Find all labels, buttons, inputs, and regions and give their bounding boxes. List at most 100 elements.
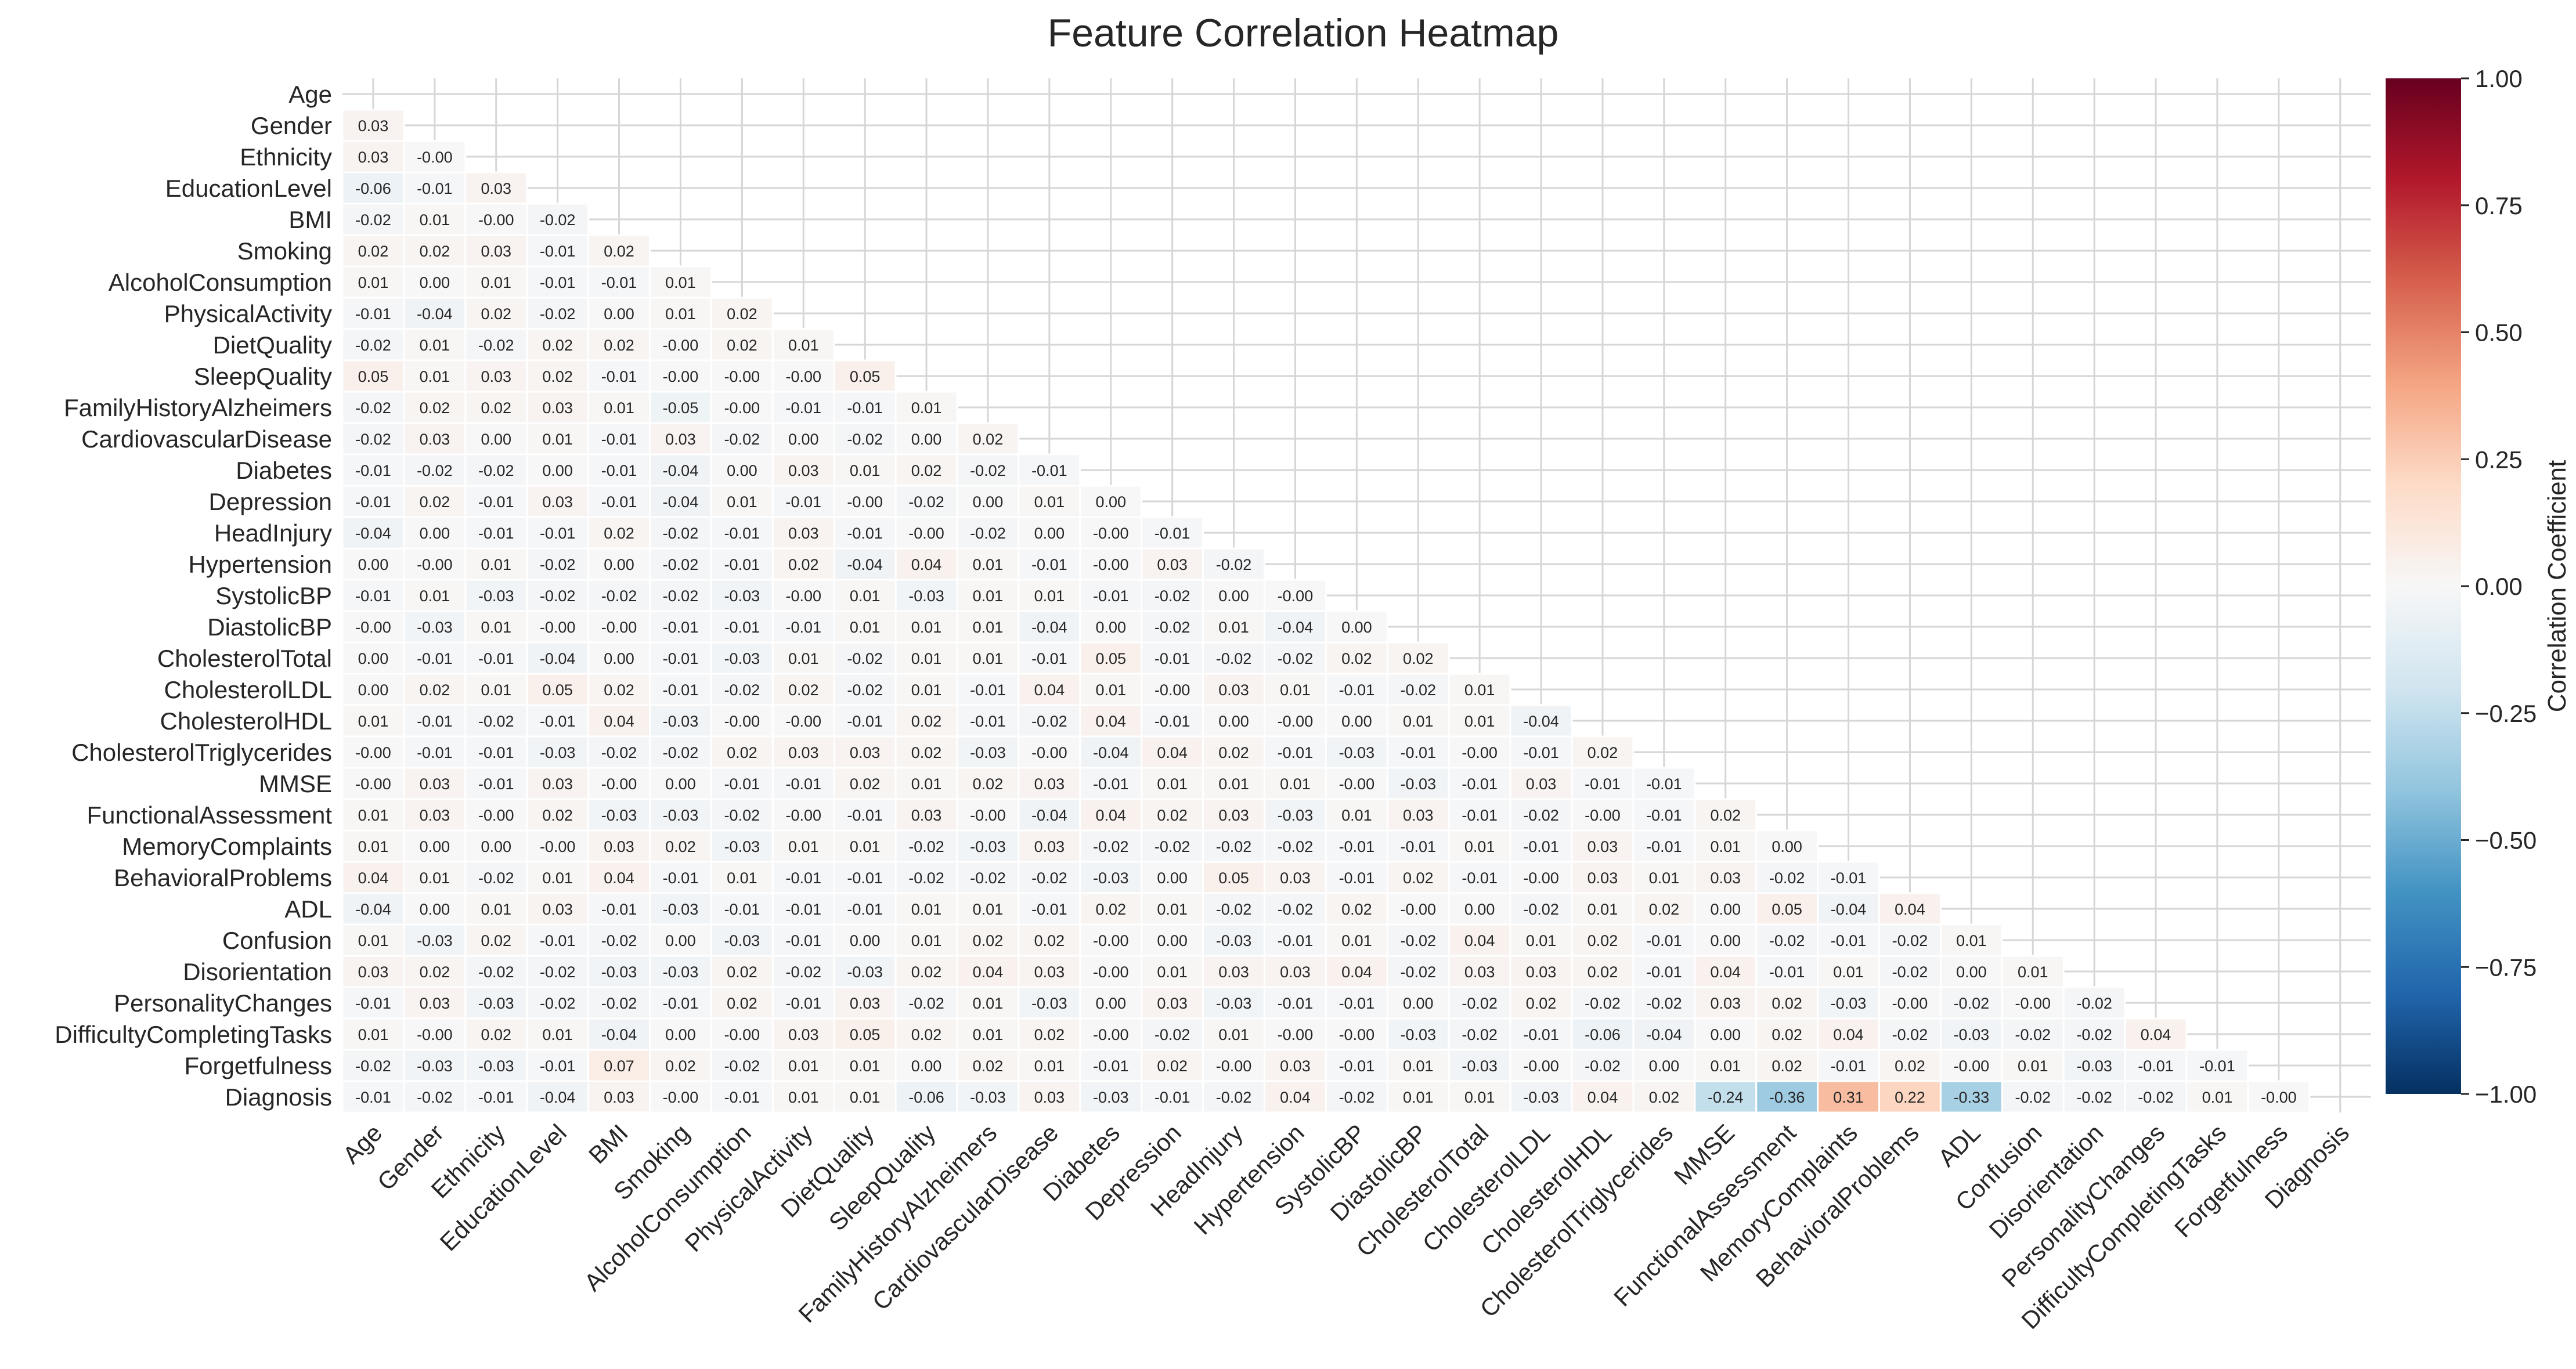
cell-value-label: 0.03 — [1157, 995, 1188, 1012]
heatmap-cell — [771, 704, 835, 738]
cell-value-label: 0.01 — [1403, 1057, 1434, 1075]
heatmap-cell — [526, 359, 590, 393]
row-label: SleepQuality — [194, 363, 332, 390]
cell-value-label: -0.02 — [724, 431, 760, 448]
cell-value-label: -0.02 — [1154, 619, 1190, 636]
cell-value-label: 0.00 — [1710, 901, 1741, 918]
cell-value-label: 0.02 — [1095, 901, 1126, 918]
cell-value-label: -0.00 — [1093, 556, 1129, 573]
cell-value-label: -0.01 — [540, 525, 576, 542]
heatmap-cell — [649, 673, 712, 706]
heatmap-cell — [526, 767, 590, 800]
cell-value-label: -0.01 — [355, 493, 391, 511]
heatmap-cell — [464, 422, 528, 456]
cell-value-label: 0.02 — [358, 243, 389, 260]
cell-value-label: -0.01 — [540, 243, 576, 260]
cell-value-label: -0.01 — [601, 493, 637, 511]
heatmap-cell — [2124, 1049, 2188, 1082]
heatmap-cell — [464, 516, 528, 550]
heatmap-cell — [710, 422, 774, 456]
row-label: AlcoholConsumption — [109, 269, 332, 296]
heatmap-cell — [649, 610, 712, 644]
cell-value-label: 0.31 — [1833, 1089, 1864, 1106]
cell-value-label: 0.02 — [1341, 901, 1372, 918]
heatmap-cell — [526, 641, 590, 675]
cell-value-label: -0.02 — [1523, 807, 1559, 824]
heatmap-cell — [1264, 767, 1327, 800]
cell-value-label: 0.03 — [1034, 775, 1065, 793]
cell-value-label: -0.00 — [1954, 1057, 1990, 1075]
heatmap-cell — [956, 798, 1020, 832]
cell-value-label: 0.01 — [973, 995, 1004, 1012]
cell-value-label: 0.01 — [1034, 587, 1065, 605]
cell-value-label: 0.01 — [973, 901, 1004, 918]
cell-value-label: 0.03 — [1588, 869, 1618, 887]
heatmap-cell — [1509, 829, 1573, 863]
cell-value-label: -0.06 — [1585, 1026, 1621, 1043]
cell-value-label: -0.02 — [355, 337, 391, 354]
cell-value-label: -0.01 — [970, 681, 1006, 699]
cell-value-label: -0.02 — [1216, 838, 1252, 855]
cell-value-label: -0.00 — [2015, 995, 2051, 1012]
heatmap-cell — [1878, 1080, 1942, 1114]
cell-value-label: 0.01 — [420, 587, 450, 605]
heatmap-cell — [710, 829, 774, 863]
cell-value-label: -0.02 — [601, 995, 637, 1012]
cell-value-label: -0.01 — [601, 462, 637, 479]
cell-value-label: 0.02 — [973, 775, 1004, 793]
colorbar-tick-label: −0.25 — [2475, 700, 2537, 727]
cell-value-label: 0.01 — [1157, 963, 1188, 981]
cell-value-label: 0.03 — [1034, 838, 1065, 855]
colorbar-tick-label: −1.00 — [2475, 1081, 2537, 1108]
cell-value-label: 0.01 — [2202, 1089, 2233, 1106]
cell-value-label: 0.02 — [911, 963, 942, 981]
cell-value-label: 0.03 — [1157, 556, 1188, 573]
cell-value-label: -0.01 — [1585, 775, 1621, 793]
cell-value-label: -0.01 — [540, 932, 576, 949]
heatmap-cell — [1694, 1080, 1758, 1114]
cell-value-label: 0.04 — [1464, 932, 1495, 949]
cell-value-label: -0.01 — [724, 775, 760, 793]
heatmap-cell — [1141, 923, 1204, 957]
cell-value-label: -0.03 — [478, 587, 514, 605]
cell-value-label: -0.01 — [663, 650, 699, 667]
cell-value-label: -0.00 — [540, 838, 576, 855]
heatmap-cell — [2124, 1017, 2188, 1051]
heatmap-cell — [1878, 892, 1942, 926]
cell-value-label: -0.01 — [1523, 744, 1559, 761]
cell-value-label: 0.01 — [911, 619, 942, 636]
heatmap-cell — [1386, 955, 1450, 988]
cell-value-label: 0.02 — [1034, 932, 1065, 949]
cell-value-label: -0.04 — [1646, 1026, 1682, 1043]
cell-value-label: 0.02 — [665, 1057, 696, 1075]
heatmap-cell — [833, 673, 897, 706]
heatmap-cell — [403, 1080, 467, 1114]
cell-value-label: 0.03 — [788, 744, 819, 761]
cell-value-label: 0.22 — [1895, 1089, 1925, 1106]
heatmap-cell — [1018, 579, 1081, 612]
cell-value-label: 0.00 — [665, 932, 696, 949]
cell-value-label: -0.02 — [1892, 1026, 1928, 1043]
cell-value-label: -0.03 — [1954, 1026, 1990, 1043]
cell-value-label: -0.01 — [1831, 1057, 1867, 1075]
cell-value-label: 0.01 — [1710, 838, 1741, 855]
cell-value-label: -0.01 — [1646, 932, 1682, 949]
cell-value-label: -0.01 — [601, 274, 637, 291]
heatmap-cell — [1571, 1017, 1635, 1051]
heatmap-cell — [403, 359, 467, 393]
heatmap-cell — [1755, 986, 1819, 1020]
heatmap-cell — [1079, 610, 1143, 644]
heatmap-cell — [710, 1017, 774, 1051]
heatmap-cell — [1386, 798, 1450, 832]
cell-value-label: -0.00 — [1339, 1026, 1375, 1043]
heatmap-cell — [403, 610, 467, 644]
cell-value-label: -0.02 — [1892, 932, 1928, 949]
cell-value-label: -0.03 — [1339, 744, 1375, 761]
cell-value-label: -0.00 — [355, 744, 391, 761]
cell-value-label: 0.02 — [1034, 1026, 1065, 1043]
cell-value-label: -0.02 — [970, 525, 1006, 542]
heatmap-cell — [1509, 798, 1573, 832]
cell-value-label: -0.02 — [1769, 869, 1805, 887]
cell-value-label: 0.01 — [788, 650, 819, 667]
cell-value-label: 0.03 — [481, 243, 511, 260]
